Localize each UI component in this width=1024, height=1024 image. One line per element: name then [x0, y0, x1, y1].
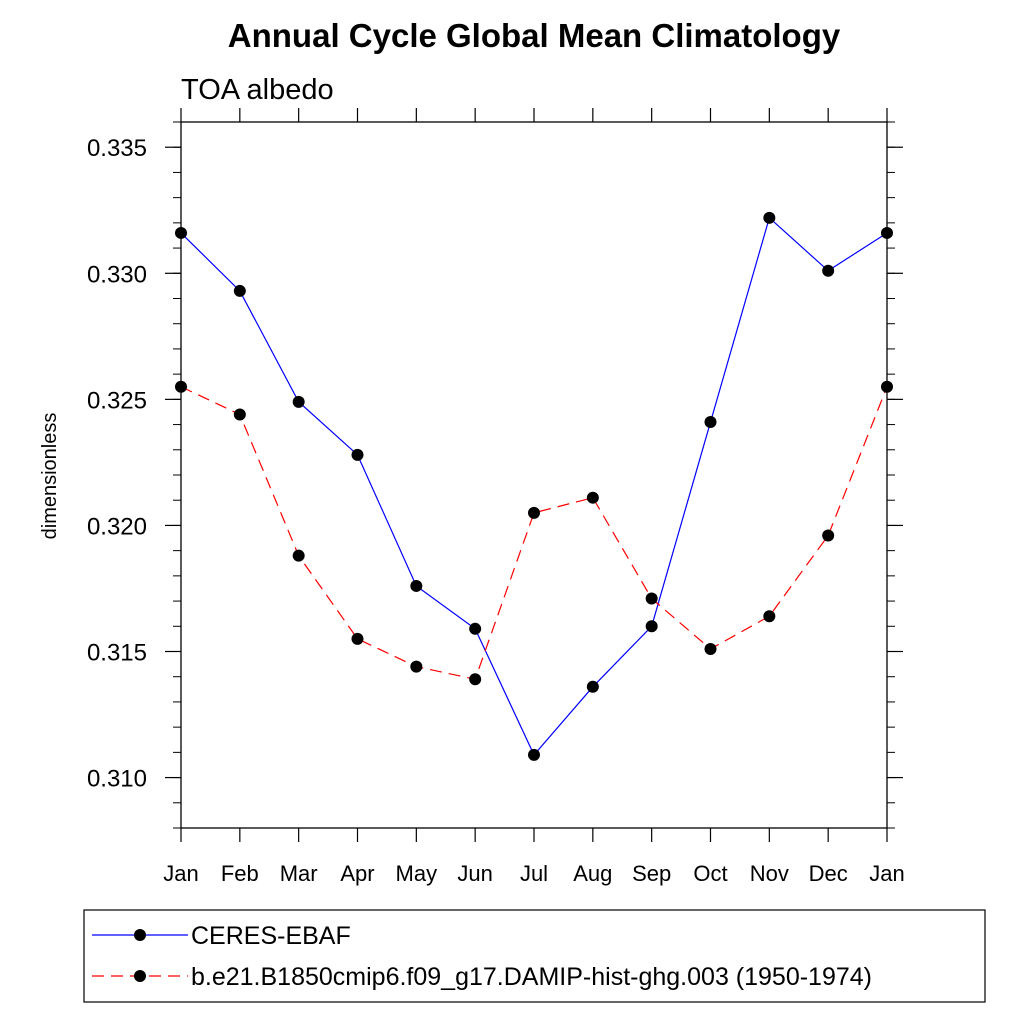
data-point: [292, 549, 305, 562]
data-point: [822, 529, 835, 542]
legend-box: [83, 909, 986, 1003]
data-point: [881, 226, 893, 239]
data-point: [528, 748, 540, 761]
series-1: [175, 211, 893, 761]
data-point: [175, 380, 187, 393]
x-tick-label: Aug: [573, 861, 612, 886]
series-layer: [175, 211, 893, 761]
x-tick-label: Mar: [280, 861, 318, 886]
data-point: [410, 579, 423, 592]
chart-subtitle: TOA albedo: [181, 74, 334, 106]
y-tick-label: 0.335: [87, 135, 147, 162]
legend: CERES-EBAF b.e21.B1850cmip6.f09_g17.DAMIP…: [92, 922, 872, 991]
data-point: [469, 622, 482, 635]
series-line: [180, 386, 888, 680]
y-tick-label: 0.320: [87, 513, 147, 540]
x-tick-label: Jan: [163, 861, 198, 886]
y-tick-label: 0.325: [87, 387, 147, 414]
data-point: [704, 642, 717, 655]
x-tick-label: Jan: [869, 861, 904, 886]
series-line: [180, 216, 888, 756]
data-point: [528, 506, 540, 519]
x-tick-label: Oct: [693, 861, 727, 886]
data-point: [763, 211, 776, 224]
x-tick-label: Nov: [750, 861, 789, 886]
data-point: [351, 448, 364, 461]
axis-ticks: Jan Feb Mar Apr May Jun Jul Aug Sep Oct Nov Dec Jan 0…: [87, 108, 905, 886]
x-tick-label: Jul: [520, 861, 548, 886]
data-point: [292, 395, 305, 408]
data-point: [233, 408, 246, 421]
chart-title: Annual Cycle Global Mean Climatology: [228, 17, 841, 54]
legend-label: CERES-EBAF: [191, 922, 351, 950]
legend-label: b.e21.B1850cmip6.f09_g17.DAMIP-hist-ghg.…: [191, 963, 872, 991]
data-point: [645, 592, 658, 605]
data-point: [469, 673, 482, 686]
data-point: [586, 491, 599, 504]
data-point: [351, 632, 364, 645]
x-tick-label: Sep: [632, 861, 671, 886]
legend-marker: [134, 929, 146, 941]
data-point: [233, 284, 246, 297]
data-point: [763, 610, 776, 623]
x-tick-label: Jun: [457, 861, 492, 886]
data-point: [881, 380, 893, 393]
data-point: [175, 226, 187, 239]
x-tick-label: May: [396, 861, 438, 886]
x-tick-label: Feb: [221, 861, 259, 886]
x-tick-label: Dec: [809, 861, 848, 886]
legend-marker: [134, 970, 146, 982]
data-point: [822, 264, 835, 277]
y-tick-label: 0.315: [87, 640, 147, 667]
data-point: [704, 416, 717, 429]
data-point: [410, 660, 423, 673]
y-tick-label: 0.330: [87, 261, 147, 288]
x-tick-label: Apr: [340, 861, 374, 886]
y-tick-label: 0.310: [87, 766, 147, 793]
y-axis-label: dimensionless: [39, 413, 61, 540]
data-point: [586, 680, 599, 693]
series-2: [175, 380, 893, 686]
data-point: [645, 620, 658, 633]
